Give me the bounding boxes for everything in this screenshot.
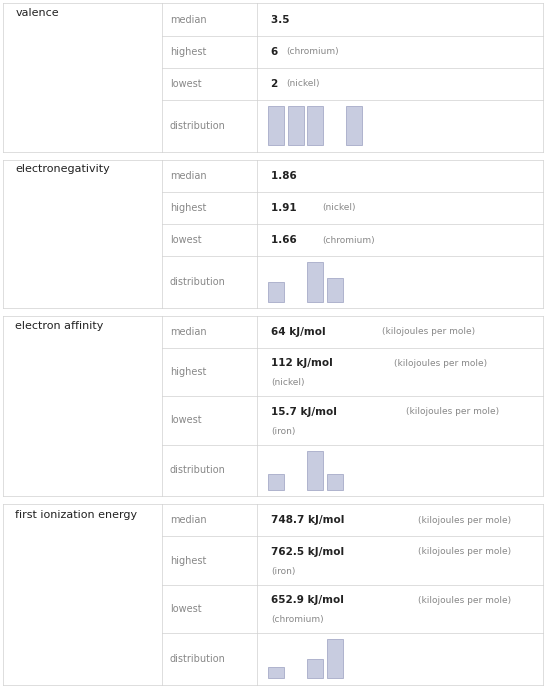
Text: lowest: lowest [170,79,201,89]
Text: (chromium): (chromium) [322,236,375,245]
Bar [268,667,284,678]
Text: distribution: distribution [170,465,225,475]
Text: (nickel): (nickel) [271,378,305,387]
Bar [268,474,284,490]
Text: electronegativity: electronegativity [15,164,110,174]
Text: 1.91: 1.91 [271,203,300,213]
Text: 1.86: 1.86 [271,171,300,181]
Text: (kilojoules per mole): (kilojoules per mole) [394,359,488,368]
Text: median: median [170,171,206,181]
Text: (kilojoules per mole): (kilojoules per mole) [418,548,512,557]
Text: highest: highest [170,203,206,213]
Text: (kilojoules per mole): (kilojoules per mole) [382,327,476,336]
Text: (kilojoules per mole): (kilojoules per mole) [418,516,512,525]
Text: median: median [170,515,206,526]
Text: distribution: distribution [170,121,225,131]
Text: (kilojoules per mole): (kilojoules per mole) [418,596,512,605]
Text: distribution: distribution [170,277,225,287]
Text: (iron): (iron) [271,427,295,436]
Text: lowest: lowest [170,416,201,425]
Bar [268,282,284,301]
Text: first ionization energy: first ionization energy [15,510,138,519]
Text: 3.5: 3.5 [271,14,293,25]
Bar [327,278,343,301]
Text: lowest: lowest [170,604,201,614]
Bar [346,106,362,145]
Text: 112 kJ/mol: 112 kJ/mol [271,358,336,369]
Text: 64 kJ/mol: 64 kJ/mol [271,327,329,337]
Text: median: median [170,14,206,25]
Text: 6: 6 [271,47,282,56]
Text: lowest: lowest [170,235,201,245]
Text: 652.9 kJ/mol: 652.9 kJ/mol [271,595,348,605]
Bar [327,639,343,678]
Text: electron affinity: electron affinity [15,321,104,331]
Text: (iron): (iron) [271,567,295,576]
Text: 1.66: 1.66 [271,235,300,245]
Text: 762.5 kJ/mol: 762.5 kJ/mol [271,547,348,557]
Bar [307,262,323,301]
Text: (nickel): (nickel) [286,79,319,89]
Text: 748.7 kJ/mol: 748.7 kJ/mol [271,515,348,526]
Text: highest: highest [170,367,206,377]
Text: valence: valence [15,8,59,18]
Text: highest: highest [170,47,206,56]
Bar [327,474,343,490]
Text: (chromium): (chromium) [286,47,339,56]
Text: distribution: distribution [170,654,225,664]
Text: 15.7 kJ/mol: 15.7 kJ/mol [271,407,341,417]
Bar [307,451,323,490]
Text: highest: highest [170,556,206,566]
Text: 2: 2 [271,79,282,89]
Bar [307,106,323,145]
Text: median: median [170,327,206,337]
Bar [307,659,323,678]
Text: (chromium): (chromium) [271,615,324,624]
Bar [268,106,284,145]
Text: (nickel): (nickel) [322,204,355,213]
Bar [288,106,304,145]
Text: (kilojoules per mole): (kilojoules per mole) [406,407,500,416]
